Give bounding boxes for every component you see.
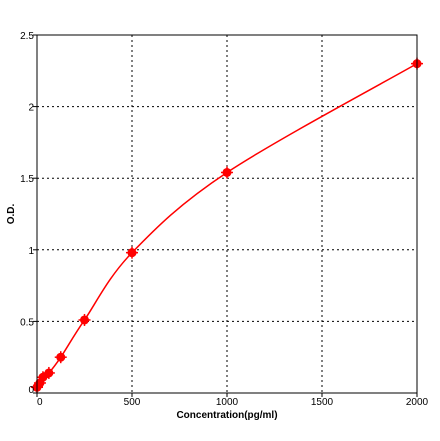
data-points-layer [31,57,423,394]
x-tick-label: 0 [37,397,43,408]
x-tick-label: 2000 [406,397,429,408]
tick-marks [33,34,418,397]
x-tick-label: 1000 [216,397,239,408]
data-point [42,366,55,379]
x-tick-label: 1500 [311,397,334,408]
x-tick-labels: 0 500 1000 1500 2000 [37,397,429,408]
x-axis-title: Concentration(pg/ml) [176,410,277,421]
data-point [54,351,67,364]
y-tick-label: 2 [28,103,34,114]
y-axis-title: O.D. [6,204,17,225]
plot-frame [36,34,418,394]
y-tick-label: 0.5 [20,317,34,328]
y-tick-labels: 0 0.5 1 1.5 2 2.5 [20,31,34,396]
data-point [126,246,138,259]
data-point [78,313,91,326]
y-tick-label: 1.5 [20,174,34,185]
x-tick-label: 500 [124,397,141,408]
y-tick-label: 0 [28,385,34,396]
y-tick-label: 2.5 [20,31,34,42]
y-tick-label: 1 [28,246,34,257]
grid-lines [37,35,417,393]
data-point [221,166,233,179]
